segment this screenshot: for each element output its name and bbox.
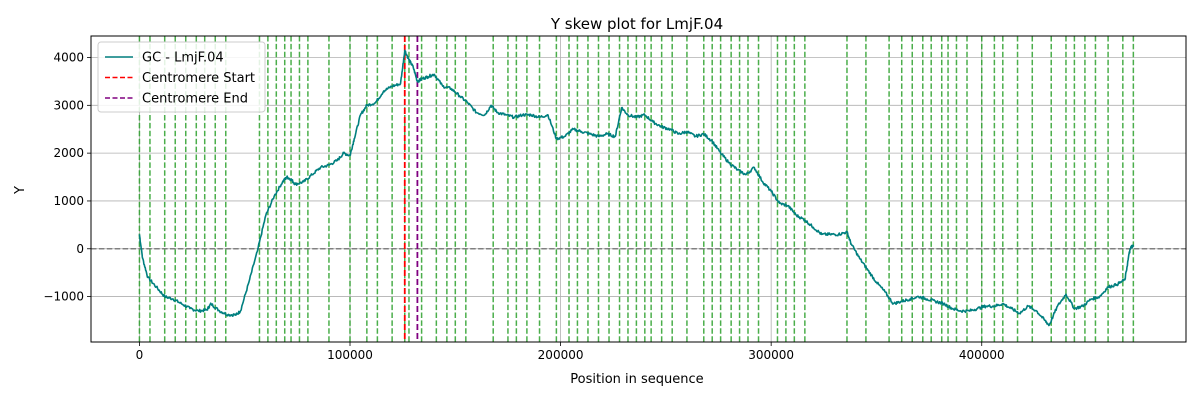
gene-boundary-lines bbox=[138, 36, 1135, 342]
y-tick-label: 0 bbox=[76, 242, 84, 256]
legend-box bbox=[97, 41, 266, 113]
legend-label: Centromere End bbox=[142, 92, 248, 107]
skew-series-line bbox=[138, 49, 1135, 327]
x-tick-label: 0 bbox=[136, 348, 144, 362]
y-axis-label: Y bbox=[13, 186, 28, 195]
x-tick-label: 200000 bbox=[538, 348, 584, 362]
legend: GC - LmjF.04 Centromere Start Centromere E… bbox=[97, 41, 266, 113]
plot-frame bbox=[90, 35, 1187, 343]
y-tick-label: 4000 bbox=[53, 51, 84, 65]
y-tick-label: 2000 bbox=[53, 146, 84, 160]
x-tick-label: 400000 bbox=[959, 348, 1005, 362]
x-tick-label: 100000 bbox=[327, 348, 373, 362]
y-tick-label: 3000 bbox=[53, 98, 84, 112]
chart-title: Y skew plot for LmjF.04 bbox=[550, 15, 723, 33]
y-tick-label: −1000 bbox=[43, 290, 84, 304]
legend-label: Centromere Start bbox=[142, 71, 255, 86]
legend-label: GC - LmjF.04 bbox=[142, 51, 224, 66]
x-axis-label: Position in sequence bbox=[570, 372, 703, 387]
centromere-lines bbox=[403, 36, 419, 342]
y-tick-label: 1000 bbox=[53, 194, 84, 208]
skew-series bbox=[138, 49, 1135, 327]
x-tick-label: 300000 bbox=[748, 348, 794, 362]
y-axis-ticks: −1000 0 1000 2000 3000 4000 bbox=[43, 51, 91, 304]
x-axis-ticks: 0 100000 200000 300000 400000 bbox=[136, 342, 1005, 362]
